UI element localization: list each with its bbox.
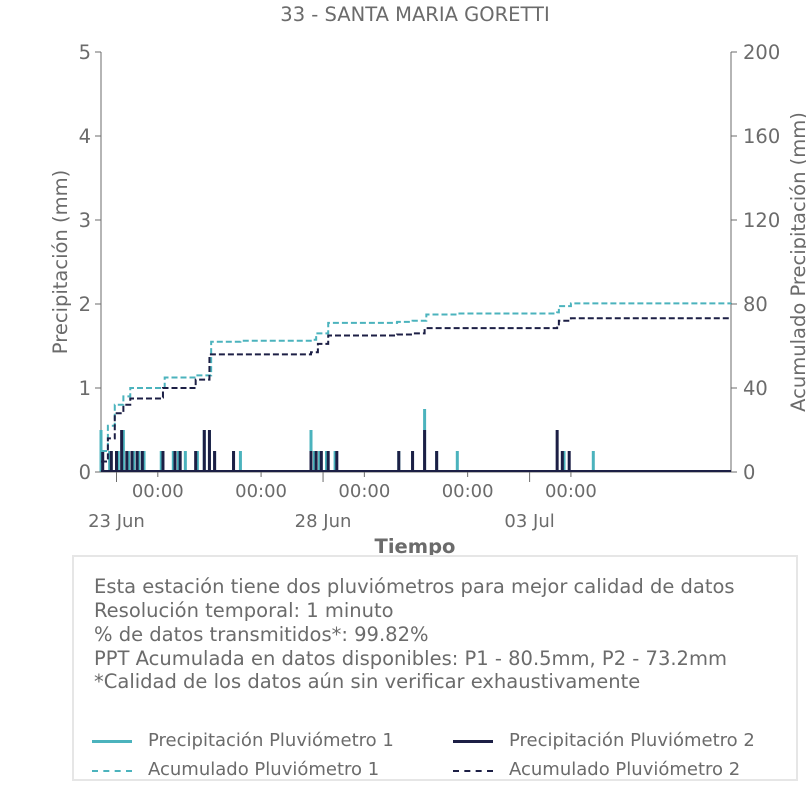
y-right-tick-label: 40 [743,377,768,400]
y-right-tick-label: 80 [743,293,768,316]
y-axis-right-label: Acumulado Precipitación (mm) [787,112,806,412]
x-tick-label: 00:00 [442,481,494,502]
precipitation-chart: 33 - SANTA MARIA GORETTI 0 1 2 3 4 5 0 40 80 120 1… [49,3,806,558]
chart-lines [101,302,732,463]
x-major-tick-label: 28 Jun [295,511,352,532]
precip-p2-bar [120,430,124,472]
y-right-tick-label: 0 [743,461,755,484]
info-line-quality-note: *Calidad de los datos aún sin verificar … [94,670,641,693]
y-right-tick-label: 200 [743,41,780,64]
y-axis-left-label: Precipitación (mm) [49,170,72,354]
precip-p1-bar [142,451,146,472]
precip-p2-bar [319,451,323,472]
precip-p1-bar [591,451,595,472]
precip-p2-bar [560,451,564,472]
precip-p1-bar [562,451,566,472]
precip-p1-bar [132,451,136,472]
x-major-tick-label: 23 Jun [88,511,145,532]
precip-p2-bar [397,451,401,472]
y-left-tick-label: 5 [79,41,91,64]
acumulado-p1-line [101,302,732,452]
info-line-resolution: Resolución temporal: 1 minuto [94,599,394,622]
precip-p2-bar [194,451,198,472]
info-line-transmitted: % de datos transmitidos*: 99.82% [94,623,429,646]
x-axis-label: Tiempo [375,535,456,558]
precip-p2-bar [423,430,427,472]
precip-p2-bar [207,430,211,472]
precip-p2-bar [326,451,330,472]
precip-p1-bar [312,451,316,472]
precip-p2-bar [135,451,139,472]
precip-p2-bar [567,451,571,472]
precip-p2-bar [140,451,144,472]
precip-p1-bar [183,451,187,472]
y-left-tick-label: 4 [79,125,91,148]
y-right-tick-label: 160 [743,125,780,148]
precip-p1-bar [159,451,163,472]
precip-p1-bar [324,451,328,472]
x-tick-label: 00:00 [338,481,390,502]
precip-p1-bar [121,430,125,472]
precip-p2-bar [309,451,313,472]
legend-label-acum-p1: Acumulado Pluviómetro 1 [148,759,380,780]
legend-swatch-acum-p1 [92,770,132,772]
legend-label-precip-p1: Precipitación Pluviómetro 1 [148,730,394,751]
precip-p2-bar [114,451,118,472]
precip-p1-bar [238,451,242,472]
precip-p1-bar [455,451,459,472]
acumulado-p2-line [101,317,731,463]
precip-p1-bar [116,451,120,472]
precip-p2-bar [314,451,318,472]
y-left-tick-label: 2 [79,293,91,316]
precip-p2-bar [411,451,415,472]
legend-swatch-precip-p1 [92,740,132,743]
station-info-box: Esta estación tiene dos pluviómetros par… [72,555,798,781]
y-right-tick-label: 120 [743,209,780,232]
x-tick-label: 00:00 [545,481,597,502]
precip-p1-bar [318,451,322,472]
precip-p1-bar [333,451,337,472]
precip-p1-bar [127,451,131,472]
precip-p2-bar [178,451,182,472]
precip-p2-bar [202,430,206,472]
precip-p1-bar [137,451,141,472]
y-left-tick-label: 1 [79,377,91,400]
legend-swatch-acum-p2 [453,770,493,772]
y-left-tick-label: 0 [79,461,91,484]
chart-bars [99,409,731,472]
info-line-stations: Esta estación tiene dos pluviómetros par… [94,575,735,598]
chart-ticks: 0 1 2 3 4 5 0 40 80 120 160 200 00:00 00:00 00:00 00:00… [79,41,781,532]
legend-swatch-precip-p2 [453,740,493,743]
x-tick-label: 00:00 [132,481,184,502]
chart-title: 33 - SANTA MARIA GORETTI [280,3,549,26]
precip-p2-bar [335,451,339,472]
x-major-tick-label: 03 Jul [504,511,554,532]
legend-label-acum-p2: Acumulado Pluviómetro 2 [509,759,741,780]
precip-p2-bar [161,451,165,472]
precip-p2-bar [555,430,559,472]
precip-p2-bar [109,451,113,472]
y-left-tick-label: 3 [79,209,91,232]
precip-p2-bar [125,451,129,472]
precip-p1-bar [108,451,112,472]
precip-p1-bar [176,451,180,472]
info-line-accumulated: PPT Acumulada en datos disponibles: P1 -… [94,647,727,670]
chart-axes [100,52,732,473]
precip-p2-bar [173,451,177,472]
precip-p1-bar [171,451,175,472]
precip-p2-bar [232,451,236,472]
precip-p2-bar [435,451,439,472]
precip-p2-bar [213,451,217,472]
legend-label-precip-p2: Precipitación Pluviómetro 2 [509,730,755,751]
x-tick-label: 00:00 [235,481,287,502]
precip-p2-bar [130,451,134,472]
precip-p1-bar [195,451,199,472]
